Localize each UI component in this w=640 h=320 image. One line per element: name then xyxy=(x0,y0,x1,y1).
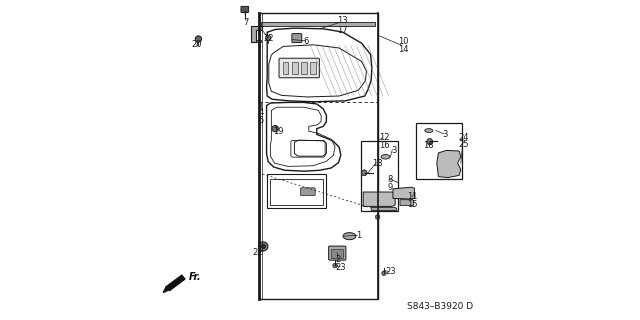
Bar xyxy=(310,62,316,74)
FancyBboxPatch shape xyxy=(301,188,315,196)
Polygon shape xyxy=(393,187,415,199)
Text: 3: 3 xyxy=(391,146,396,155)
Polygon shape xyxy=(256,40,261,42)
Bar xyxy=(332,249,344,258)
Polygon shape xyxy=(437,150,461,178)
Bar xyxy=(361,141,398,211)
Bar xyxy=(261,22,375,26)
Ellipse shape xyxy=(343,233,356,240)
Circle shape xyxy=(195,36,202,42)
Text: 16: 16 xyxy=(379,141,389,150)
Ellipse shape xyxy=(425,129,433,132)
Text: 4: 4 xyxy=(259,108,264,116)
Circle shape xyxy=(333,263,337,268)
Text: 1: 1 xyxy=(356,231,361,240)
Text: 18: 18 xyxy=(424,141,434,150)
Text: 21: 21 xyxy=(252,248,263,257)
Polygon shape xyxy=(251,26,262,42)
Text: 2: 2 xyxy=(335,255,340,264)
Ellipse shape xyxy=(381,155,390,159)
Text: 3: 3 xyxy=(442,130,447,139)
Circle shape xyxy=(259,242,268,251)
Text: 13: 13 xyxy=(337,16,348,25)
Circle shape xyxy=(427,139,433,144)
Text: 17: 17 xyxy=(337,26,348,35)
Bar xyxy=(301,62,307,74)
Text: 20: 20 xyxy=(191,40,202,49)
Text: 5: 5 xyxy=(259,116,264,124)
Circle shape xyxy=(266,35,271,40)
Polygon shape xyxy=(371,207,397,211)
Text: 15: 15 xyxy=(408,200,418,209)
Text: 22: 22 xyxy=(264,34,274,43)
FancyBboxPatch shape xyxy=(329,246,346,260)
Bar xyxy=(283,62,288,74)
Text: 8: 8 xyxy=(388,175,393,184)
Text: Fr.: Fr. xyxy=(189,272,202,282)
Text: 23: 23 xyxy=(335,263,346,272)
Circle shape xyxy=(381,271,387,276)
Circle shape xyxy=(272,125,278,132)
FancyBboxPatch shape xyxy=(279,58,319,78)
Text: 19: 19 xyxy=(273,127,284,136)
FancyBboxPatch shape xyxy=(241,6,249,12)
Text: 14: 14 xyxy=(398,45,408,54)
Text: 9: 9 xyxy=(388,183,393,192)
Text: 10: 10 xyxy=(398,37,408,46)
Text: 7: 7 xyxy=(244,18,249,27)
FancyBboxPatch shape xyxy=(292,34,302,43)
Circle shape xyxy=(261,244,266,249)
Text: S843–B3920 D: S843–B3920 D xyxy=(408,302,474,311)
Polygon shape xyxy=(163,287,172,292)
Bar xyxy=(292,62,298,74)
Text: 23: 23 xyxy=(385,268,396,276)
Polygon shape xyxy=(400,200,414,205)
Text: 25: 25 xyxy=(459,140,469,149)
Text: 12: 12 xyxy=(379,133,389,142)
Polygon shape xyxy=(364,192,396,206)
Text: 24: 24 xyxy=(459,133,469,142)
Circle shape xyxy=(375,215,380,219)
Text: 11: 11 xyxy=(408,192,418,201)
Polygon shape xyxy=(166,275,185,291)
Text: 6: 6 xyxy=(303,37,308,46)
Circle shape xyxy=(361,170,367,176)
Text: 18: 18 xyxy=(372,159,383,168)
Bar xyxy=(416,123,462,179)
